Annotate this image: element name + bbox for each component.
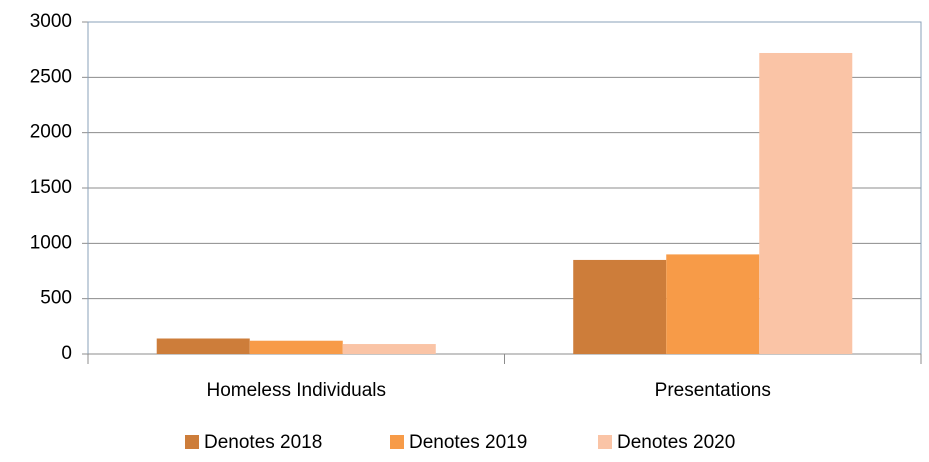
y-tick-label: 500 [40,288,72,309]
legend-label: Denotes 2020 [617,432,735,453]
x-tick-label: Presentations [655,380,771,401]
legend-swatch [185,435,199,449]
y-tick-label: 0 [61,343,72,364]
bar [156,338,250,354]
bar [342,344,436,354]
bar [666,254,760,354]
y-tick-label: 2000 [30,122,72,143]
legend-label: Denotes 2019 [409,432,527,453]
y-tick-label: 3000 [30,11,72,32]
bar [249,340,343,354]
y-tick-label: 2500 [30,66,72,87]
x-tick-label: Homeless Individuals [206,380,386,401]
bar [573,259,667,354]
y-tick-label: 1500 [30,177,72,198]
y-tick-label: 1000 [30,232,72,253]
bar [759,52,853,355]
legend-swatch [390,435,404,449]
legend-label: Denotes 2018 [204,432,322,453]
legend-swatch [598,435,612,449]
